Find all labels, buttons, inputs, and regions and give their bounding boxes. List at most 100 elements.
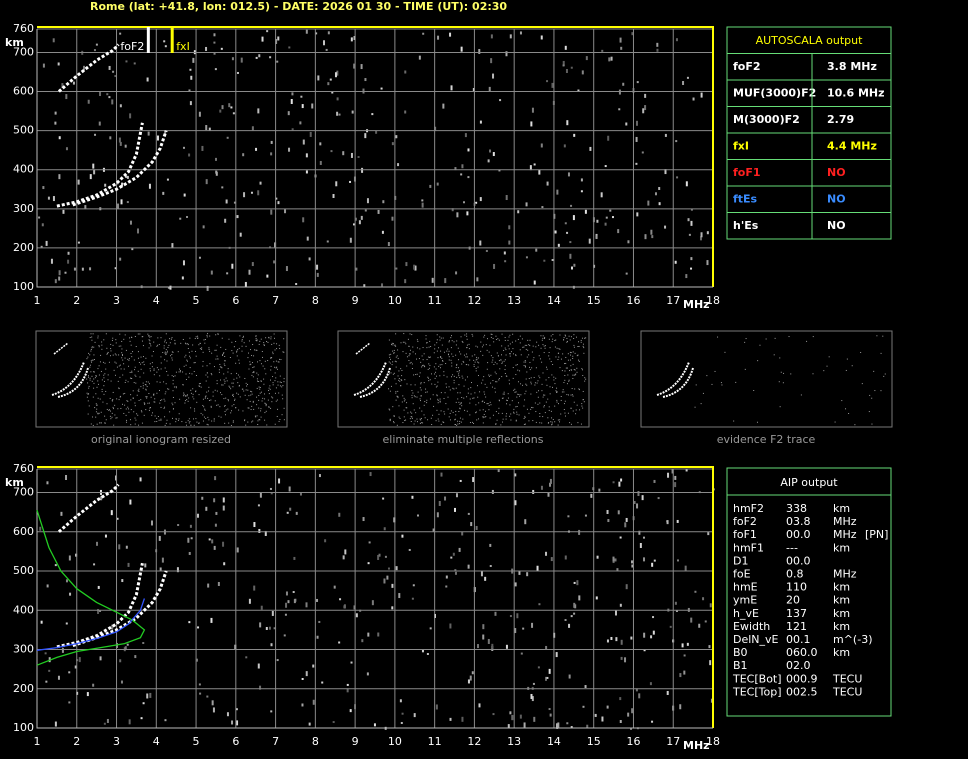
- noise: [330, 150, 333, 153]
- noise: [282, 385, 284, 387]
- noise: [565, 335, 567, 337]
- noise: [186, 395, 188, 397]
- noise: [119, 376, 121, 378]
- noise: [498, 400, 500, 402]
- noise: [675, 140, 678, 143]
- noise: [461, 340, 463, 342]
- aip-cell: MHz: [833, 515, 857, 528]
- noise: [573, 374, 575, 376]
- noise: [398, 370, 400, 372]
- noise: [172, 390, 174, 392]
- noise: [533, 376, 535, 378]
- noise: [431, 423, 433, 425]
- noise: [213, 420, 215, 422]
- frame: [36, 469, 713, 729]
- noise: [263, 345, 265, 347]
- noise: [189, 367, 191, 369]
- noise: [237, 393, 239, 395]
- x-tick-label: 6: [232, 735, 239, 748]
- noise: [151, 355, 153, 357]
- x-axis-label: MHz: [683, 298, 710, 311]
- noise: [389, 373, 391, 375]
- noise: [482, 400, 484, 402]
- noise: [377, 554, 380, 560]
- noise: [477, 357, 479, 359]
- noise: [177, 524, 180, 527]
- noise: [129, 337, 131, 339]
- noise: [440, 410, 442, 412]
- noise: [702, 597, 705, 601]
- noise: [373, 723, 376, 727]
- noise: [505, 415, 507, 417]
- noise: [192, 393, 194, 395]
- noise: [884, 373, 886, 375]
- noise: [472, 335, 474, 337]
- noise: [52, 38, 55, 43]
- aip-cell: km: [833, 502, 850, 515]
- noise: [101, 344, 103, 346]
- noise: [432, 394, 434, 396]
- noise: [214, 389, 216, 391]
- noise: [110, 343, 112, 345]
- noise: [171, 359, 173, 361]
- x-tick-label: 13: [507, 735, 521, 748]
- noise: [400, 342, 402, 344]
- noise: [682, 80, 685, 85]
- noise: [130, 394, 132, 396]
- noise: [409, 349, 411, 351]
- noise: [391, 216, 394, 221]
- noise: [509, 353, 511, 355]
- noise: [531, 367, 533, 369]
- noise: [167, 388, 169, 390]
- noise: [475, 201, 478, 204]
- noise: [556, 391, 558, 393]
- noise: [161, 557, 164, 563]
- noise: [539, 422, 541, 424]
- noise: [511, 714, 514, 720]
- noise: [268, 406, 270, 408]
- noise: [381, 283, 384, 287]
- noise: [420, 417, 422, 419]
- noise: [238, 362, 240, 364]
- noise: [706, 375, 708, 377]
- noise: [556, 401, 558, 403]
- noise: [461, 531, 464, 536]
- noise: [569, 370, 571, 372]
- noise: [108, 65, 111, 70]
- noise: [496, 381, 498, 383]
- noise: [114, 361, 116, 363]
- noise: [861, 383, 863, 385]
- noise: [496, 352, 498, 354]
- noise: [248, 340, 250, 342]
- noise: [239, 335, 241, 337]
- noise: [256, 396, 258, 398]
- noise: [554, 340, 556, 342]
- noise: [215, 171, 218, 176]
- noise: [264, 419, 266, 421]
- noise: [250, 363, 252, 365]
- noise: [467, 148, 470, 152]
- noise: [86, 396, 88, 398]
- noise: [519, 342, 521, 344]
- noise: [196, 513, 199, 518]
- noise: [176, 567, 179, 573]
- noise: [46, 481, 49, 485]
- noise: [179, 370, 181, 372]
- noise: [194, 408, 196, 410]
- noise: [227, 408, 229, 410]
- noise: [424, 417, 426, 419]
- noise: [257, 504, 260, 507]
- noise: [146, 77, 149, 82]
- noise: [195, 418, 197, 420]
- noise: [189, 337, 191, 339]
- noise: [542, 335, 544, 337]
- noise: [87, 393, 89, 395]
- noise: [439, 375, 441, 377]
- noise: [570, 423, 572, 425]
- noise: [159, 402, 161, 404]
- noise: [442, 103, 445, 109]
- noise: [151, 412, 153, 414]
- noise: [459, 420, 461, 422]
- noise: [272, 397, 274, 399]
- noise: [411, 495, 414, 499]
